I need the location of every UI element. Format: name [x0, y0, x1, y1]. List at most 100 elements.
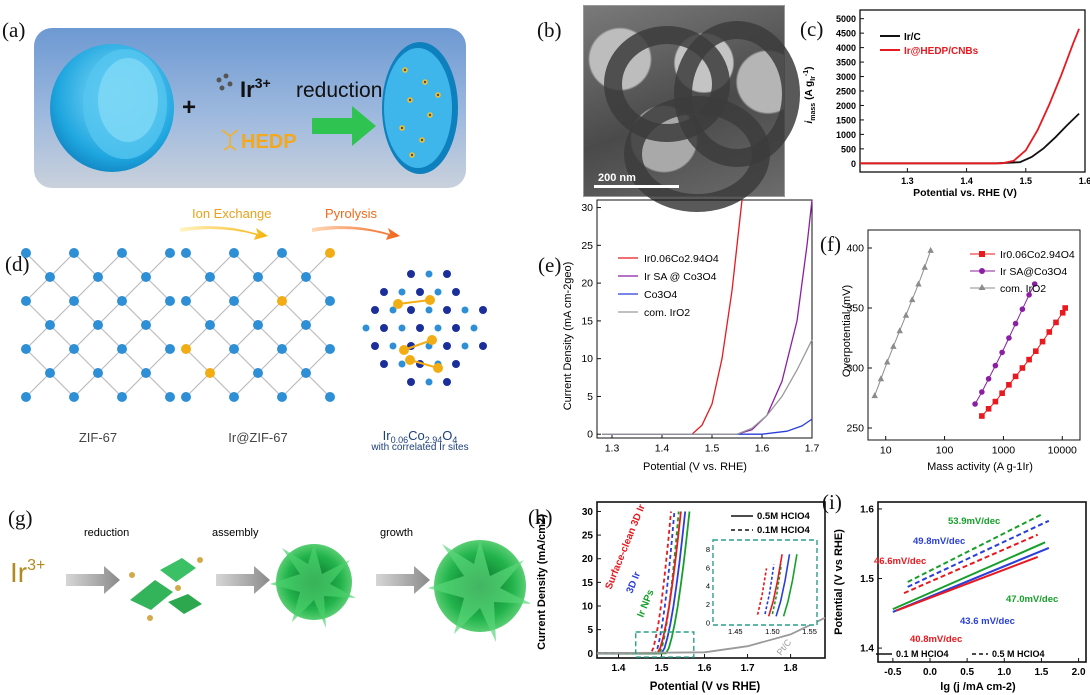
point-f-0-4 [1006, 382, 1012, 388]
name-d-3: Ir0.06Co2.94O4 [383, 428, 458, 445]
x-tick-label: 1000 [992, 445, 1016, 457]
legend-label-c-1: Ir@HEDP/CNBs [904, 46, 979, 57]
inset-line-h-4 [775, 554, 791, 617]
y-tick-label: 250 [846, 423, 864, 435]
inset-line-h-2 [771, 564, 783, 615]
slope-label-i-5: 40.8mV/dec [910, 634, 962, 645]
panel-label-f: (f) [820, 232, 841, 256]
point-f-2-2 [884, 358, 891, 365]
y-tick-label: 1.4 [860, 644, 874, 655]
step-label-g-2: assembly [212, 527, 259, 539]
inset-y-tick: 6 [706, 563, 710, 572]
series-line-h-3 [597, 511, 682, 655]
y-tick-label: 20 [581, 278, 593, 290]
ir-co-oxide-lattice-icon [362, 270, 487, 386]
slope-label-i-2: 46.6mV/dec [874, 556, 926, 567]
plot-area-f: 10 100 1000 10000 250 300 350 400 [846, 229, 1081, 457]
point-f-0-10 [1046, 329, 1053, 335]
tag-h-2: Ir NPs [636, 588, 657, 619]
x-tick-label: 2.0 [1072, 667, 1086, 678]
point-f-2-8 [921, 263, 928, 270]
y-tick-label: 15 [581, 315, 593, 327]
x-tick-label: 1.3 [901, 176, 914, 186]
series-line-i-5 [896, 556, 1039, 612]
assembled-flower-icon [270, 544, 356, 628]
x-tick-label: 100 [936, 445, 954, 457]
legend-label-i-1: 0.5 M HClO4 [992, 649, 1045, 659]
x-tick-label: 1.4 [612, 663, 626, 674]
ion-label-a: Ir3+ [240, 75, 271, 102]
point-f-0-7 [1026, 356, 1032, 363]
series-line-i-1 [907, 519, 1050, 588]
point-f-1-1 [979, 389, 985, 395]
inset-y-tick: 4 [706, 582, 710, 591]
y-tick-label: 2500 [836, 87, 856, 97]
x-axis-label-c: Potential vs. RHE (V) [913, 187, 1017, 199]
inset-line-h-5 [782, 554, 798, 617]
inset-y-tick: 0 [706, 618, 710, 627]
inset-frame [712, 539, 818, 626]
series-line-e-2 [602, 418, 813, 435]
scheme-a: + Ir3+ HEDP reduction [34, 28, 466, 188]
x-tick-label: 1.7 [805, 443, 820, 455]
legend-label-f-2: com. IrO2 [1000, 283, 1046, 295]
y-axis-label-e: Current Density (mA cm-2geo) [562, 262, 574, 411]
x-axis-label-f: Mass activity (A g-1Ir) [927, 461, 1033, 473]
y-tick-label: 30 [582, 507, 594, 518]
x-tick-label: 10 [880, 445, 892, 457]
y-tick-label: 4000 [836, 43, 856, 53]
chart-f: 10 100 1000 10000 250 300 350 400 Mass activity… [841, 229, 1081, 473]
x-tick-label: 1.6 [1079, 176, 1090, 186]
y-tick-label: 1.5 [860, 574, 874, 585]
x-tick-label: 1.4 [655, 443, 670, 455]
panel-label-a: (a) [2, 18, 26, 42]
panel-label-h: (h) [528, 505, 553, 529]
slope-label-i-4: 43.6 mV/dec [960, 616, 1015, 627]
legend-label-f-0: Ir0.06Co2.94O4 [1000, 249, 1075, 261]
series-line-h-6 [596, 616, 826, 655]
scale-bar [594, 185, 679, 188]
point-f-1-4 [999, 349, 1005, 356]
step-label-d-1: Ion Exchange [192, 206, 272, 221]
gray-arrow-icon-1 [66, 566, 120, 594]
legend-label-c-0: Ir/C [904, 32, 921, 43]
legend-label-e-2: Co3O4 [644, 289, 677, 301]
axes-frame [877, 501, 1087, 663]
point-f-0-6 [1019, 365, 1026, 371]
y-tick-label: 0 [587, 649, 593, 660]
panel-label-g: (g) [8, 506, 33, 530]
panel-label-e: (e) [538, 253, 562, 277]
x-tick-label: 1.6 [698, 663, 712, 674]
x-tick-label: 1.6 [755, 443, 770, 455]
series-line-c-1 [860, 28, 1080, 165]
legend-h: 0.5M HClO4 0.1M HClO4 [731, 511, 811, 536]
x-tick-label: 1.3 [605, 443, 620, 455]
axes-frame [596, 199, 813, 439]
point-f-2-7 [915, 280, 922, 287]
point-f-0-2 [992, 398, 999, 405]
axes-frame [867, 229, 1081, 441]
ion-label-g: Ir3+ [10, 557, 45, 588]
inset-x-tick: 1.45 [728, 627, 743, 636]
y-tick-label: 400 [846, 243, 864, 255]
legend-label-h-1: 0.1M HClO4 [757, 525, 811, 536]
point-f-0-11 [1053, 319, 1059, 326]
x-tick-label: 10000 [1048, 445, 1077, 457]
point-f-1-7 [1019, 306, 1026, 312]
y-axis-label-i: Potential (V vs RHE) [833, 529, 845, 635]
y-axis-label-c: imass(A gIr-1) [803, 66, 817, 123]
point-f-1-2 [985, 376, 992, 382]
chart-c: 1.3 1.4 1.5 1.6 0 500 1000 1500 2000 2500 3000 3500… [803, 9, 1090, 199]
point-f-1-8 [1026, 292, 1032, 298]
legend-label-i-0: 0.1 M HClO4 [896, 649, 949, 659]
y-tick-label: 0 [587, 429, 593, 441]
point-f-2-9 [927, 246, 934, 253]
x-axis-label-h: Potential (V vs RHE) [650, 681, 761, 693]
series-line-h-5 [597, 511, 691, 655]
point-f-0-1 [985, 406, 992, 412]
step-label-d-2: Pyrolysis [325, 206, 378, 221]
point-f-0-5 [1012, 373, 1019, 380]
series-line-e-3 [602, 339, 813, 435]
x-tick-label: 1.5 [1020, 176, 1033, 186]
point-f-2-3 [890, 342, 897, 349]
